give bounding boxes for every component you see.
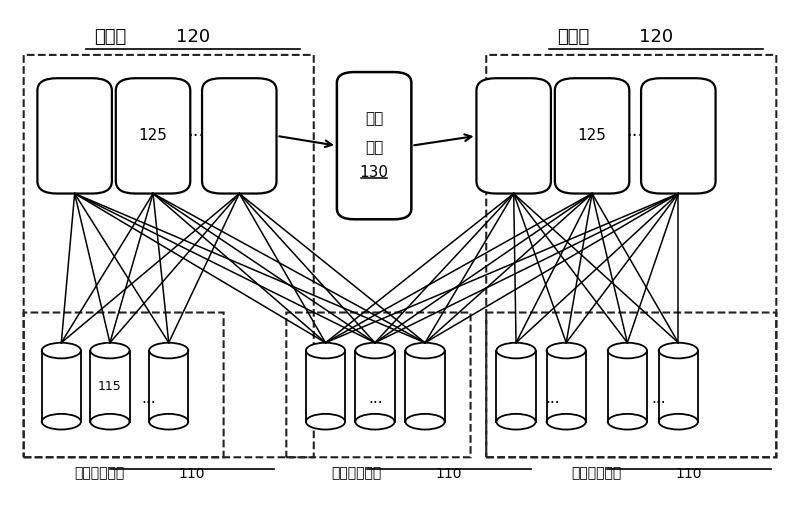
Text: 共享存储模块: 共享存储模块 (331, 466, 382, 480)
Ellipse shape (306, 414, 345, 430)
Ellipse shape (306, 343, 345, 359)
Bar (497, 351, 536, 422)
Text: 共享存储模块: 共享存储模块 (571, 466, 622, 480)
Text: 120: 120 (176, 28, 210, 46)
Bar (149, 351, 188, 422)
FancyBboxPatch shape (38, 78, 112, 194)
Ellipse shape (355, 414, 394, 430)
Text: 子集群: 子集群 (94, 28, 127, 46)
Ellipse shape (90, 343, 130, 359)
Text: 115: 115 (98, 379, 122, 393)
Text: 120: 120 (638, 28, 673, 46)
Bar (90, 351, 130, 422)
Text: ···: ··· (142, 396, 156, 411)
Ellipse shape (406, 414, 445, 430)
Text: 节点: 节点 (365, 140, 383, 156)
Bar (355, 351, 394, 422)
Bar (658, 351, 698, 422)
Ellipse shape (608, 343, 647, 359)
Ellipse shape (546, 343, 586, 359)
Ellipse shape (42, 343, 81, 359)
Text: 125: 125 (578, 128, 606, 144)
Text: 130: 130 (360, 164, 389, 180)
Ellipse shape (546, 414, 586, 430)
Text: 110: 110 (676, 467, 702, 481)
Bar (608, 351, 647, 422)
Ellipse shape (658, 414, 698, 430)
FancyBboxPatch shape (337, 72, 411, 219)
Bar (42, 351, 81, 422)
FancyBboxPatch shape (202, 78, 277, 194)
Ellipse shape (658, 343, 698, 359)
Text: 110: 110 (179, 467, 206, 481)
FancyBboxPatch shape (641, 78, 715, 194)
FancyBboxPatch shape (555, 78, 630, 194)
Text: 共享存储模块: 共享存储模块 (74, 466, 125, 480)
Text: ···: ··· (626, 127, 644, 145)
Ellipse shape (42, 414, 81, 430)
Ellipse shape (497, 414, 536, 430)
Text: ···: ··· (546, 396, 560, 411)
Ellipse shape (149, 343, 188, 359)
Ellipse shape (355, 343, 394, 359)
Ellipse shape (608, 414, 647, 430)
Ellipse shape (149, 414, 188, 430)
Bar (406, 351, 445, 422)
FancyBboxPatch shape (116, 78, 190, 194)
Ellipse shape (406, 343, 445, 359)
Text: ···: ··· (652, 396, 666, 411)
Bar (306, 351, 345, 422)
Bar (546, 351, 586, 422)
Ellipse shape (497, 343, 536, 359)
Text: ···: ··· (368, 396, 382, 411)
Ellipse shape (90, 414, 130, 430)
Text: 调度: 调度 (365, 111, 383, 126)
Text: 110: 110 (435, 467, 462, 481)
Text: 子集群: 子集群 (557, 28, 590, 46)
FancyBboxPatch shape (477, 78, 551, 194)
Text: ···: ··· (187, 127, 205, 145)
Text: 125: 125 (138, 128, 167, 144)
